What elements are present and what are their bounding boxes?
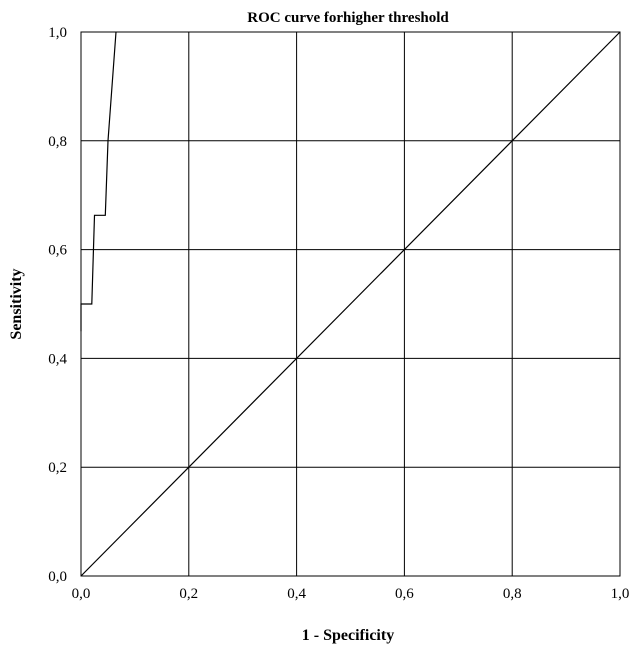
x-tick-label: 1,0 (611, 586, 630, 602)
series-layer (80, 31, 621, 577)
reference-diagonal-line (80, 31, 621, 577)
y-tick-label: 0,8 (48, 134, 67, 150)
x-tick-labels: 0,0 0,2 0,4 0,6 0,8 1,0 (72, 586, 630, 602)
grid-lines (81, 32, 620, 576)
x-tick-label: 0,0 (72, 586, 91, 602)
y-axis-label: Sensitivity (8, 268, 25, 339)
y-tick-label: 0,0 (48, 569, 67, 585)
y-tick-label: 0,2 (48, 460, 67, 476)
x-axis-label: 1 - Specificity (302, 627, 394, 644)
x-tick-label: 0,4 (287, 586, 306, 602)
chart-title: ROC curve forhigher threshold (247, 10, 449, 26)
x-tick-label: 0,6 (395, 586, 414, 602)
y-tick-labels: 0,0 0,2 0,4 0,6 0,8 1,0 (48, 25, 67, 585)
y-tick-label: 0,4 (48, 351, 67, 367)
y-tick-label: 0,6 (48, 243, 67, 259)
roc-curve-line (80, 31, 117, 332)
y-tick-label: 1,0 (48, 25, 67, 41)
x-tick-label: 0,8 (503, 586, 522, 602)
x-tick-label: 0,2 (179, 586, 198, 602)
